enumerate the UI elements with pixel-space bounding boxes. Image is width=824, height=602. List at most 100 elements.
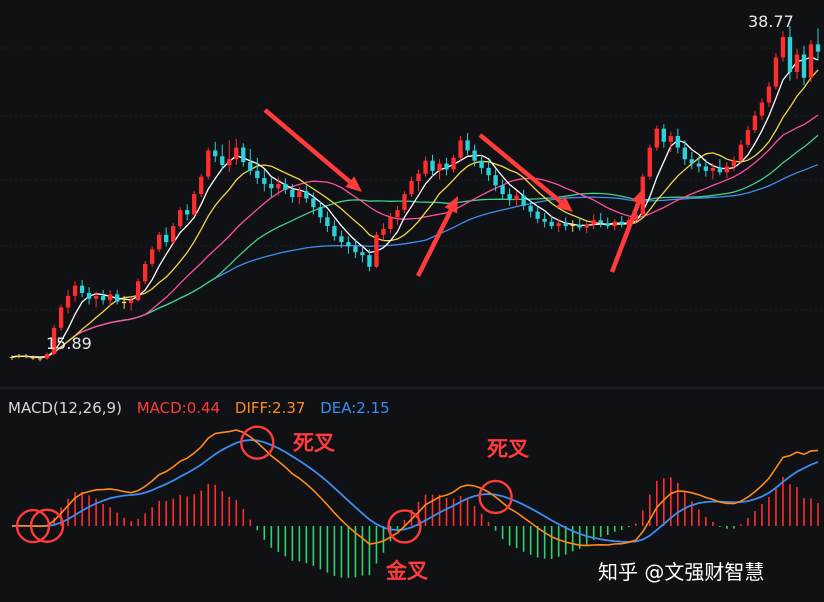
price-high-label: 38.77 bbox=[748, 12, 794, 31]
macd-title: MACD(12,26,9) bbox=[8, 399, 122, 417]
candle-body-75 bbox=[535, 211, 540, 219]
candle-body-66 bbox=[472, 150, 477, 161]
candle-body-84 bbox=[598, 220, 603, 224]
candle-body-64 bbox=[458, 140, 463, 158]
candle-body-104 bbox=[738, 144, 744, 161]
candle-body-48 bbox=[346, 242, 351, 247]
annotation-dead-cross-1: 死叉 bbox=[293, 431, 335, 455]
candle-body-113 bbox=[801, 54, 807, 78]
macd-header: MACD(12,26,9) MACD:0.44 DIFF:2.37 DEA:2.… bbox=[8, 399, 400, 417]
candle-body-111 bbox=[787, 37, 793, 72]
candle-body-3 bbox=[30, 356, 36, 359]
candle-body-87 bbox=[619, 221, 624, 225]
dea-value: DEA:2.15 bbox=[320, 399, 390, 417]
candle-body-29 bbox=[213, 150, 218, 157]
candle-body-70 bbox=[500, 185, 505, 195]
candle-body-37 bbox=[269, 183, 274, 189]
trend-arrow-shaft-3 bbox=[609, 202, 641, 273]
candle-body-109 bbox=[773, 57, 779, 87]
macd-value: MACD:0.44 bbox=[136, 399, 221, 417]
candle-body-102 bbox=[724, 166, 730, 173]
candle-body-83 bbox=[591, 220, 596, 225]
trend-arrow-shaft-1 bbox=[478, 133, 563, 204]
candle-body-89 bbox=[633, 214, 638, 221]
trend-arrow-shaft-0 bbox=[263, 108, 352, 184]
candle-body-60 bbox=[430, 160, 435, 171]
candle-body-12 bbox=[93, 295, 99, 299]
candle-body-10 bbox=[79, 285, 85, 293]
candle-body-19 bbox=[142, 263, 148, 282]
candle-body-30 bbox=[220, 156, 225, 166]
candle-body-98 bbox=[696, 163, 702, 167]
candle-body-115 bbox=[815, 44, 821, 52]
candle-body-73 bbox=[521, 195, 526, 206]
candle-body-46 bbox=[332, 226, 337, 237]
candle-body-4 bbox=[37, 358, 43, 360]
candle-body-17 bbox=[128, 300, 134, 304]
candle-body-50 bbox=[360, 252, 365, 256]
ma20-line bbox=[11, 114, 819, 358]
candle-body-42 bbox=[304, 191, 309, 199]
candle-body-24 bbox=[178, 210, 183, 227]
dea-line bbox=[11, 439, 819, 543]
dead-cross-circle-0 bbox=[15, 508, 51, 544]
candle-body-57 bbox=[409, 181, 414, 195]
candle-body-35 bbox=[255, 170, 260, 179]
candle-body-67 bbox=[479, 160, 484, 168]
candle-body-82 bbox=[584, 224, 589, 228]
candle-body-27 bbox=[199, 176, 204, 195]
candle-body-69 bbox=[493, 175, 498, 186]
dead-cross-circle-2 bbox=[240, 425, 275, 460]
candle-body-6 bbox=[51, 327, 57, 355]
candle-body-25 bbox=[185, 210, 190, 215]
candle-body-96 bbox=[682, 147, 688, 160]
candle-body-23 bbox=[171, 226, 176, 243]
candle-body-18 bbox=[135, 281, 141, 301]
candle-body-103 bbox=[731, 160, 737, 167]
candle-body-28 bbox=[206, 150, 211, 177]
candle-body-7 bbox=[58, 307, 64, 328]
candle-body-49 bbox=[353, 246, 358, 253]
candle-body-71 bbox=[507, 194, 512, 200]
candle-body-38 bbox=[276, 183, 281, 189]
annotation-dead-cross-2: 死叉 bbox=[487, 437, 529, 461]
candle-body-86 bbox=[612, 221, 617, 227]
trend-arrow-head-0 bbox=[345, 176, 362, 192]
candle-body-106 bbox=[752, 115, 758, 131]
ma10-line bbox=[11, 69, 819, 358]
candle-body-14 bbox=[107, 294, 113, 301]
candle-body-39 bbox=[283, 183, 288, 190]
trend-arrow-head-2 bbox=[444, 196, 458, 214]
ma60-line bbox=[11, 164, 819, 358]
candle-body-22 bbox=[164, 234, 169, 243]
candle-body-34 bbox=[248, 162, 253, 171]
candle-body-110 bbox=[780, 37, 786, 58]
candle-body-65 bbox=[465, 140, 470, 151]
candle-body-51 bbox=[367, 255, 372, 267]
trend-arrow-head-3 bbox=[631, 188, 645, 206]
candle-body-81 bbox=[577, 224, 582, 228]
candle-body-33 bbox=[241, 147, 246, 163]
candle-body-92 bbox=[654, 128, 659, 148]
candle-body-44 bbox=[318, 207, 323, 218]
candle-body-58 bbox=[416, 173, 421, 182]
candle-body-100 bbox=[710, 167, 716, 171]
candle-body-108 bbox=[766, 86, 772, 103]
diff-line bbox=[11, 429, 819, 547]
candle-body-97 bbox=[689, 159, 695, 164]
candle-body-53 bbox=[381, 228, 386, 235]
candle-body-76 bbox=[542, 218, 547, 222]
candle-body-15 bbox=[114, 294, 120, 302]
candle-body-40 bbox=[290, 189, 295, 197]
candle-body-26 bbox=[192, 194, 197, 215]
candle-body-32 bbox=[234, 147, 239, 160]
candle-body-16 bbox=[121, 301, 127, 304]
candle-body-43 bbox=[311, 198, 316, 208]
candle-body-85 bbox=[605, 223, 610, 227]
candle-body-77 bbox=[549, 221, 554, 227]
candle-body-107 bbox=[759, 102, 765, 116]
candle-body-112 bbox=[794, 54, 800, 72]
candle-body-36 bbox=[262, 178, 267, 184]
